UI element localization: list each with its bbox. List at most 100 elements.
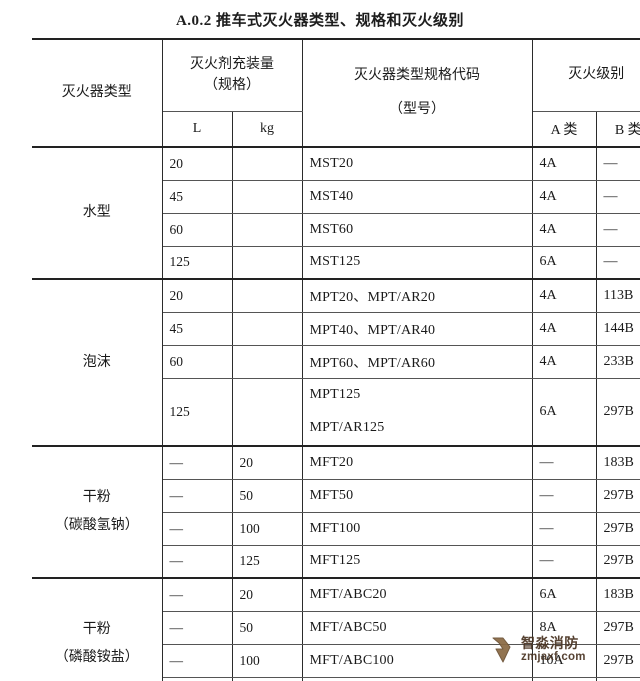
cell-rating-b: 233B: [595, 344, 640, 379]
model-code-line: MST60: [309, 221, 354, 237]
cell-charge-kg: 50: [231, 610, 303, 645]
cell-charge-litre: 45: [162, 179, 233, 214]
cell-model-code: MFT100: [301, 511, 533, 546]
category-sub-label: （碳酸氢钠）: [54, 518, 139, 533]
cell-charge-kg: 20: [231, 577, 303, 612]
cell-rating-b: 297B: [595, 478, 640, 513]
cell-rating-b: —: [595, 146, 640, 181]
model-code-line: MPT20、MPT/AR20: [309, 289, 436, 305]
header-rating-class-a: A 类: [531, 110, 597, 148]
table-row: —50 MFT/ABC50 8A 297B: [32, 610, 640, 645]
cell-rating-a: —: [531, 478, 597, 513]
category-label: 干粉: [82, 490, 111, 505]
model-code-line: MFT/ABC20: [309, 586, 387, 602]
cell-charge-kg: [231, 377, 303, 447]
cell-rating-b: 113B: [595, 278, 640, 313]
header-code: 灭火器类型规格代码 （型号）: [301, 38, 533, 148]
cell-rating-a: —: [531, 511, 597, 546]
cell-rating-a: 10A: [531, 643, 597, 678]
model-code-line: MPT/AR125: [309, 420, 385, 436]
cell-charge-kg: 125: [231, 676, 303, 681]
model-code-line: MPT60、MPT/AR60: [309, 355, 436, 371]
cell-rating-b: —: [595, 245, 640, 280]
cell-rating-a: 6A: [531, 577, 597, 612]
cell-charge-litre: —: [162, 511, 233, 546]
cell-charge-litre: —: [162, 643, 233, 678]
table-row: 干粉 （碳酸氢钠） —20 MFT20—183B: [32, 445, 640, 579]
category-cell: 泡沫: [32, 278, 163, 447]
cell-charge-litre: —: [162, 676, 233, 681]
cell-model-code: MFT/ABC20: [301, 577, 533, 612]
cell-rating-a: —: [531, 445, 597, 480]
header-rating-class-b: B 类: [595, 110, 640, 148]
header-code-main: 灭火器类型规格代码: [354, 68, 480, 84]
header-row-primary: 灭火器类型 灭火剂充装量 （规格） 灭火器类型规格代码 （型号） 灭火级别: [32, 38, 640, 148]
cell-rating-a: 4A: [531, 278, 597, 313]
cell-charge-litre: 20: [161, 146, 233, 181]
table-row: 干粉 （磷酸铵盐） —20 MFT/ABC20 6A 183B: [32, 577, 640, 681]
cell-model-code: MFT/ABC50: [301, 610, 533, 645]
cell-charge-litre: —: [162, 478, 233, 513]
table-body: 灭火器类型 灭火剂充装量 （规格） 灭火器类型规格代码 （型号） 灭火级别 L …: [32, 38, 640, 681]
cell-model-code: MFT125: [301, 544, 533, 579]
cell-model-code: MPT40、MPT/AR40: [301, 311, 533, 346]
cell-charge-litre: —: [162, 610, 233, 645]
cell-rating-a: 8A: [531, 610, 597, 645]
cell-model-code: MPT125 MPT/AR125: [301, 377, 533, 447]
cell-charge-kg: [231, 179, 303, 214]
cell-rating-a: 6A: [531, 377, 597, 447]
cell-charge-litre: 125: [162, 377, 233, 447]
cell-model-code: MFT/ABC125: [301, 676, 533, 681]
cell-model-code: MFT50: [301, 478, 533, 513]
table-row: —100 MFT100—297B: [32, 511, 640, 546]
cell-charge-litre: 125: [162, 245, 233, 280]
page-title: A.0.2 推车式灭火器类型、规格和灭火级别: [175, 13, 465, 29]
model-code-line: MFT/ABC50: [309, 619, 387, 635]
table-row: 125 MST125 6A —: [32, 245, 640, 280]
header-unit-kg: kg: [231, 110, 303, 148]
model-code-line: MFT50: [309, 487, 354, 503]
model-code-line: MPT125: [309, 387, 361, 403]
cell-charge-kg: 100: [231, 643, 303, 678]
cell-rating-b: 297B: [595, 610, 640, 645]
cell-model-code: MST40: [301, 179, 533, 214]
header-code-sub: （型号）: [389, 102, 445, 117]
cell-rating-b: 297B: [595, 377, 640, 447]
cell-rating-a: 4A: [531, 146, 597, 181]
cell-model-code: MST20: [301, 146, 533, 181]
cell-charge-kg: 50: [231, 478, 303, 513]
header-charge-amount: 灭火剂充装量 （规格）: [161, 38, 303, 112]
cell-model-code: MFT/ABC100: [301, 643, 533, 678]
cell-rating-b: —: [595, 212, 640, 247]
cell-charge-kg: 125: [231, 544, 303, 579]
cell-model-code: MPT60、MPT/AR60: [301, 344, 533, 379]
cell-rating-a: 4A: [531, 344, 597, 379]
header-charge-sub: （规格）: [204, 78, 260, 94]
table-row: —50 MFT50—297B: [32, 478, 640, 513]
header-type: 灭火器类型: [32, 38, 163, 148]
cell-charge-kg: [231, 212, 303, 247]
cell-charge-litre: —: [162, 544, 233, 579]
category-label: 水型: [82, 205, 111, 220]
category-label: 泡沫: [82, 354, 111, 370]
cell-charge-litre: 45: [162, 311, 233, 346]
category-label: 干粉: [82, 622, 111, 637]
cell-charge-litre: —: [161, 577, 233, 612]
cell-rating-a: 4A: [531, 311, 597, 346]
model-code-line: MST125: [309, 254, 361, 270]
table-row: 45 MPT40、MPT/AR40 4A 144B: [32, 311, 640, 346]
model-code-line: MST20: [309, 155, 354, 171]
cell-rating-b: [595, 676, 640, 681]
model-code-line: MFT20: [309, 454, 354, 470]
cell-charge-kg: [231, 146, 303, 181]
model-code-line: MFT125: [309, 553, 361, 569]
cell-charge-litre: 60: [162, 344, 233, 379]
cell-charge-kg: [231, 344, 303, 379]
category-cell: 干粉 （磷酸铵盐）: [32, 577, 163, 681]
cell-model-code: MPT20、MPT/AR20: [301, 278, 533, 313]
cell-model-code: MST60: [301, 212, 533, 247]
header-charge-main: 灭火剂充装量: [190, 56, 274, 72]
cell-rating-a: —: [531, 544, 597, 579]
model-code-line: MPT40、MPT/AR40: [309, 322, 436, 338]
